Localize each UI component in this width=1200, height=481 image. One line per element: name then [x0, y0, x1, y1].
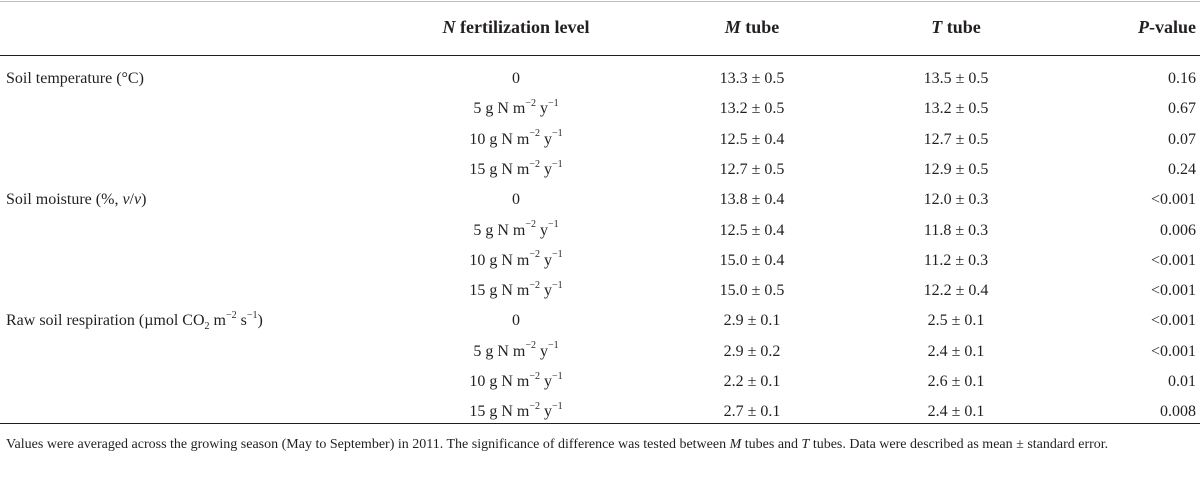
table-row: Soil moisture (%, v/v) 0 13.8 ± 0.4 12.0 ± … — [0, 184, 1200, 215]
t-tube-cell: 13.2 ± 0.5 — [923, 100, 989, 118]
table-row: 10 g N m−2 y−1 15.0 ± 0.4 11.2 ± 0.3 <0.001 — [0, 245, 1200, 276]
fertilization-level-cell: 0 — [512, 191, 520, 209]
table-row: 15 g N m−2 y−1 15.0 ± 0.5 12.2 ± 0.4 <0.001 — [0, 275, 1200, 306]
m-tube-cell: 15.0 ± 0.5 — [719, 282, 785, 300]
t-tube-cell: 2.4 ± 0.1 — [927, 403, 985, 421]
fertilization-level-cell: 15 g N m−2 y−1 — [469, 158, 563, 178]
t-tube-cell: 12.7 ± 0.5 — [923, 130, 989, 148]
table-row: Soil temperature (°C) 0 13.3 ± 0.5 13.5 ± 0… — [0, 63, 1200, 94]
header-p-value: P-value — [1138, 17, 1196, 37]
p-value-cell: <0.001 — [1150, 342, 1196, 360]
header-m-tube: M tube — [724, 17, 780, 37]
t-tube-cell: 2.4 ± 0.1 — [927, 342, 985, 360]
m-tube-cell: 2.9 ± 0.1 — [723, 312, 781, 330]
t-tube-cell: 2.6 ± 0.1 — [927, 373, 985, 390]
t-tube-cell: 11.2 ± 0.3 — [923, 251, 989, 269]
table-row: 10 g N m−2 y−1 2.2 ± 0.1 2.6 ± 0.1 0.01 — [0, 366, 1200, 397]
header-t-tube: T tube — [931, 17, 981, 37]
table-header-row: N fertilization level M tube T tube P-va… — [0, 12, 1200, 43]
m-tube-cell: 13.8 ± 0.4 — [719, 191, 785, 209]
p-value-cell: 0.07 — [1168, 130, 1196, 148]
fertilization-level-cell: 5 g N m−2 y−1 — [473, 219, 559, 239]
fertilization-level-cell: 15 g N m−2 y−1 — [469, 400, 563, 421]
m-tube-cell: 12.7 ± 0.5 — [719, 160, 785, 178]
table-row: 10 g N m−2 y−1 12.5 ± 0.4 12.7 ± 0.5 0.07 — [0, 124, 1200, 155]
raw-soil-respiration-label: Raw soil respiration (µmol CO2 m−2 s−1) — [6, 310, 263, 333]
m-tube-cell: 15.0 ± 0.4 — [719, 251, 785, 269]
m-tube-cell: 12.5 ± 0.4 — [719, 221, 785, 239]
table-top-rule — [0, 1, 1200, 2]
table-row: 15 g N m−2 y−1 2.7 ± 0.1 2.4 ± 0.1 0.008 — [0, 396, 1200, 427]
m-tube-cell: 13.3 ± 0.5 — [719, 70, 785, 87]
table-footnote: Values were averaged across the growing … — [6, 437, 1109, 452]
fertilization-level-cell: 10 g N m−2 y−1 — [469, 370, 563, 390]
fertilization-level-cell: 5 g N m−2 y−1 — [473, 97, 559, 118]
p-value-cell: 0.006 — [1160, 221, 1196, 239]
t-tube-cell: 13.5 ± 0.5 — [923, 70, 989, 87]
t-tube-cell: 11.8 ± 0.3 — [923, 221, 989, 239]
table-bottom-rule — [0, 423, 1200, 424]
table-row: 5 g N m−2 y−1 2.9 ± 0.2 2.4 ± 0.1 <0.001 — [0, 336, 1200, 367]
table-row: 5 g N m−2 y−1 12.5 ± 0.4 11.8 ± 0.3 0.006 — [0, 215, 1200, 246]
p-value-cell: <0.001 — [1150, 282, 1196, 300]
fertilization-level-cell: 10 g N m−2 y−1 — [469, 249, 563, 269]
p-value-cell: 0.008 — [1160, 403, 1196, 421]
m-tube-cell: 2.2 ± 0.1 — [723, 373, 781, 390]
p-value-cell: <0.001 — [1150, 312, 1196, 330]
p-value-cell: <0.001 — [1150, 251, 1196, 269]
p-value-cell: 0.24 — [1168, 160, 1196, 178]
m-tube-cell: 2.7 ± 0.1 — [723, 403, 781, 421]
table-row: 15 g N m−2 y−1 12.7 ± 0.5 12.9 ± 0.5 0.24 — [0, 154, 1200, 185]
soil-temperature-label: Soil temperature (°C) — [6, 70, 144, 87]
header-n-fertilization-level: N fertilization level — [442, 17, 590, 37]
fertilization-level-cell: 0 — [512, 70, 520, 87]
t-tube-cell: 12.9 ± 0.5 — [923, 160, 989, 178]
fertilization-level-cell: 10 g N m−2 y−1 — [469, 128, 563, 148]
fertilization-level-cell: 0 — [512, 312, 520, 330]
p-value-cell: <0.001 — [1150, 191, 1196, 209]
t-tube-cell: 2.5 ± 0.1 — [927, 312, 985, 330]
p-value-cell: 0.01 — [1168, 373, 1196, 390]
table-row: 5 g N m−2 y−1 13.2 ± 0.5 13.2 ± 0.5 0.67 — [0, 93, 1200, 124]
table-row: Raw soil respiration (µmol CO2 m−2 s−1) 0… — [0, 305, 1200, 336]
p-value-cell: 0.67 — [1168, 100, 1196, 118]
soil-moisture-label: Soil moisture (%, v/v) — [6, 191, 147, 209]
fertilization-level-cell: 15 g N m−2 y−1 — [469, 279, 563, 300]
fertilization-level-cell: 5 g N m−2 y−1 — [473, 340, 559, 360]
m-tube-cell: 13.2 ± 0.5 — [719, 100, 785, 118]
m-tube-cell: 12.5 ± 0.4 — [719, 130, 785, 148]
t-tube-cell: 12.2 ± 0.4 — [923, 282, 989, 300]
header-rule — [0, 55, 1200, 56]
p-value-cell: 0.16 — [1168, 70, 1196, 87]
t-tube-cell: 12.0 ± 0.3 — [923, 191, 989, 209]
m-tube-cell: 2.9 ± 0.2 — [723, 342, 781, 360]
